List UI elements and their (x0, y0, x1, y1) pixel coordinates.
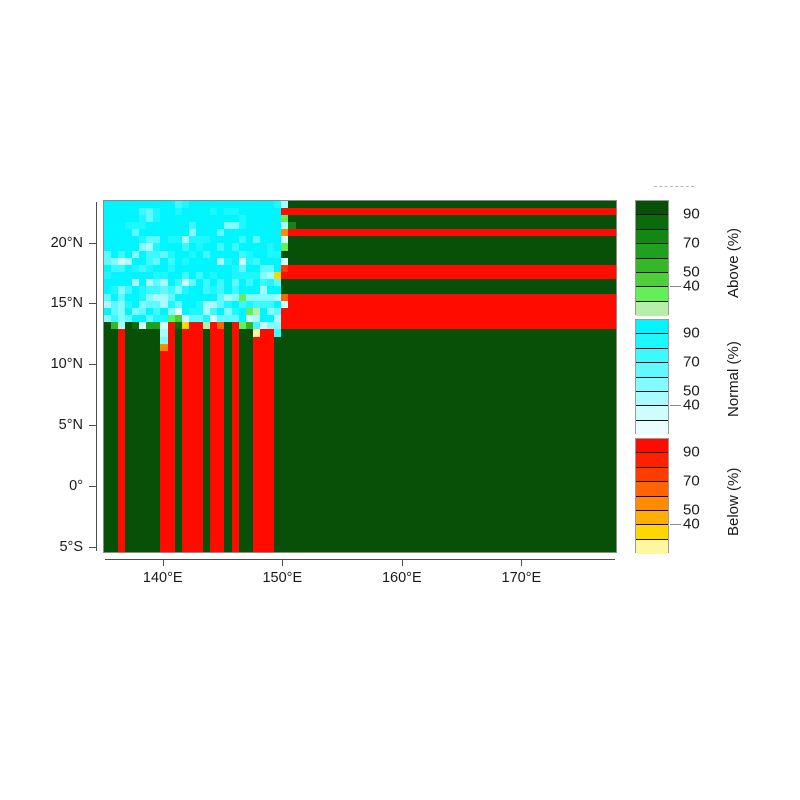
x-tick-label-170°E: 170°E (501, 570, 542, 586)
legend-tick-normal-90: 90 (683, 324, 700, 342)
color-legend (635, 200, 669, 554)
y-tick-5°N (89, 425, 96, 427)
legend-title-above: Above (%) (725, 227, 742, 298)
y-tick-10°N (89, 364, 96, 366)
y-tick-label-5°N: 5°N (58, 417, 83, 434)
legend-swatch-above-0 (636, 201, 668, 216)
y-tick-label-15°N: 15°N (50, 295, 83, 312)
legend-group-normal (635, 319, 669, 435)
legend-tick-normal-40: 40 (683, 396, 700, 414)
y-tick-label-0°: 0° (69, 478, 83, 495)
legend-tick-mark-normal (670, 405, 681, 407)
legend-tick-below-90: 90 (683, 443, 700, 461)
x-tick-160°E (401, 559, 403, 566)
legend-tick-above-40: 40 (683, 277, 700, 295)
y-tick-20°N (89, 242, 96, 244)
legend-swatch-above-5 (636, 272, 668, 288)
map-panel (103, 200, 617, 553)
legend-tick-below-50: 50 (683, 501, 700, 519)
legend-swatch-normal-0 (636, 320, 668, 335)
legend-tick-mark-above (670, 286, 681, 288)
legend-swatch-above-6 (636, 287, 668, 302)
legend-swatch-above-4 (636, 258, 668, 273)
x-tick-label-160°E: 160°E (381, 570, 422, 586)
legend-swatch-normal-3 (636, 363, 668, 378)
x-tick-label-150°E: 150°E (262, 570, 303, 586)
legend-tick-above-70: 70 (683, 234, 700, 252)
legend-swatch-above-7 (636, 301, 668, 316)
legend-tick-mark-below (670, 524, 681, 526)
legend-swatch-below-0 (636, 439, 668, 454)
probability-heatmap-canvas (104, 201, 616, 552)
legend-swatch-below-4 (636, 496, 668, 511)
legend-tick-above-50: 50 (683, 263, 700, 281)
legend-swatch-below-2 (636, 467, 668, 483)
legend-swatch-below-3 (636, 482, 668, 497)
legend-swatch-above-3 (636, 244, 668, 259)
legend-swatch-normal-6 (636, 406, 668, 421)
x-tick-label-140°E: 140°E (142, 570, 183, 586)
legend-swatch-below-5 (636, 510, 668, 526)
legend-tick-below-40: 40 (683, 515, 700, 533)
legend-tick-normal-50: 50 (683, 382, 700, 400)
y-tick-label-5°S: 5°S (59, 538, 83, 555)
x-tick-150°E (282, 559, 284, 566)
x-tick-140°E (162, 559, 164, 566)
legend-swatch-normal-2 (636, 348, 668, 364)
y-tick-label-10°N: 10°N (50, 356, 83, 373)
y-tick-5°S (89, 546, 96, 548)
legend-swatch-below-7 (636, 539, 668, 554)
legend-dash-artifact (654, 186, 694, 188)
legend-swatch-below-6 (636, 525, 668, 540)
y-tick-15°N (89, 303, 96, 305)
legend-tick-below-70: 70 (683, 472, 700, 490)
legend-swatch-normal-1 (636, 334, 668, 349)
legend-group-above (635, 200, 669, 316)
legend-swatch-above-2 (636, 229, 668, 245)
legend-swatch-normal-7 (636, 420, 668, 435)
x-axis-line (105, 559, 615, 560)
legend-tick-above-90: 90 (683, 205, 700, 223)
legend-title-normal: Normal (%) (725, 340, 742, 417)
legend-group-below (635, 438, 669, 554)
legend-swatch-above-1 (636, 215, 668, 230)
y-tick-0° (89, 486, 96, 488)
y-axis-line (96, 202, 97, 551)
legend-swatch-below-1 (636, 453, 668, 468)
legend-title-below: Below (%) (725, 467, 742, 536)
legend-swatch-normal-5 (636, 391, 668, 407)
legend-tick-normal-70: 70 (683, 353, 700, 371)
y-tick-label-20°N: 20°N (50, 234, 83, 251)
legend-swatch-normal-4 (636, 377, 668, 392)
x-tick-170°E (521, 559, 523, 566)
